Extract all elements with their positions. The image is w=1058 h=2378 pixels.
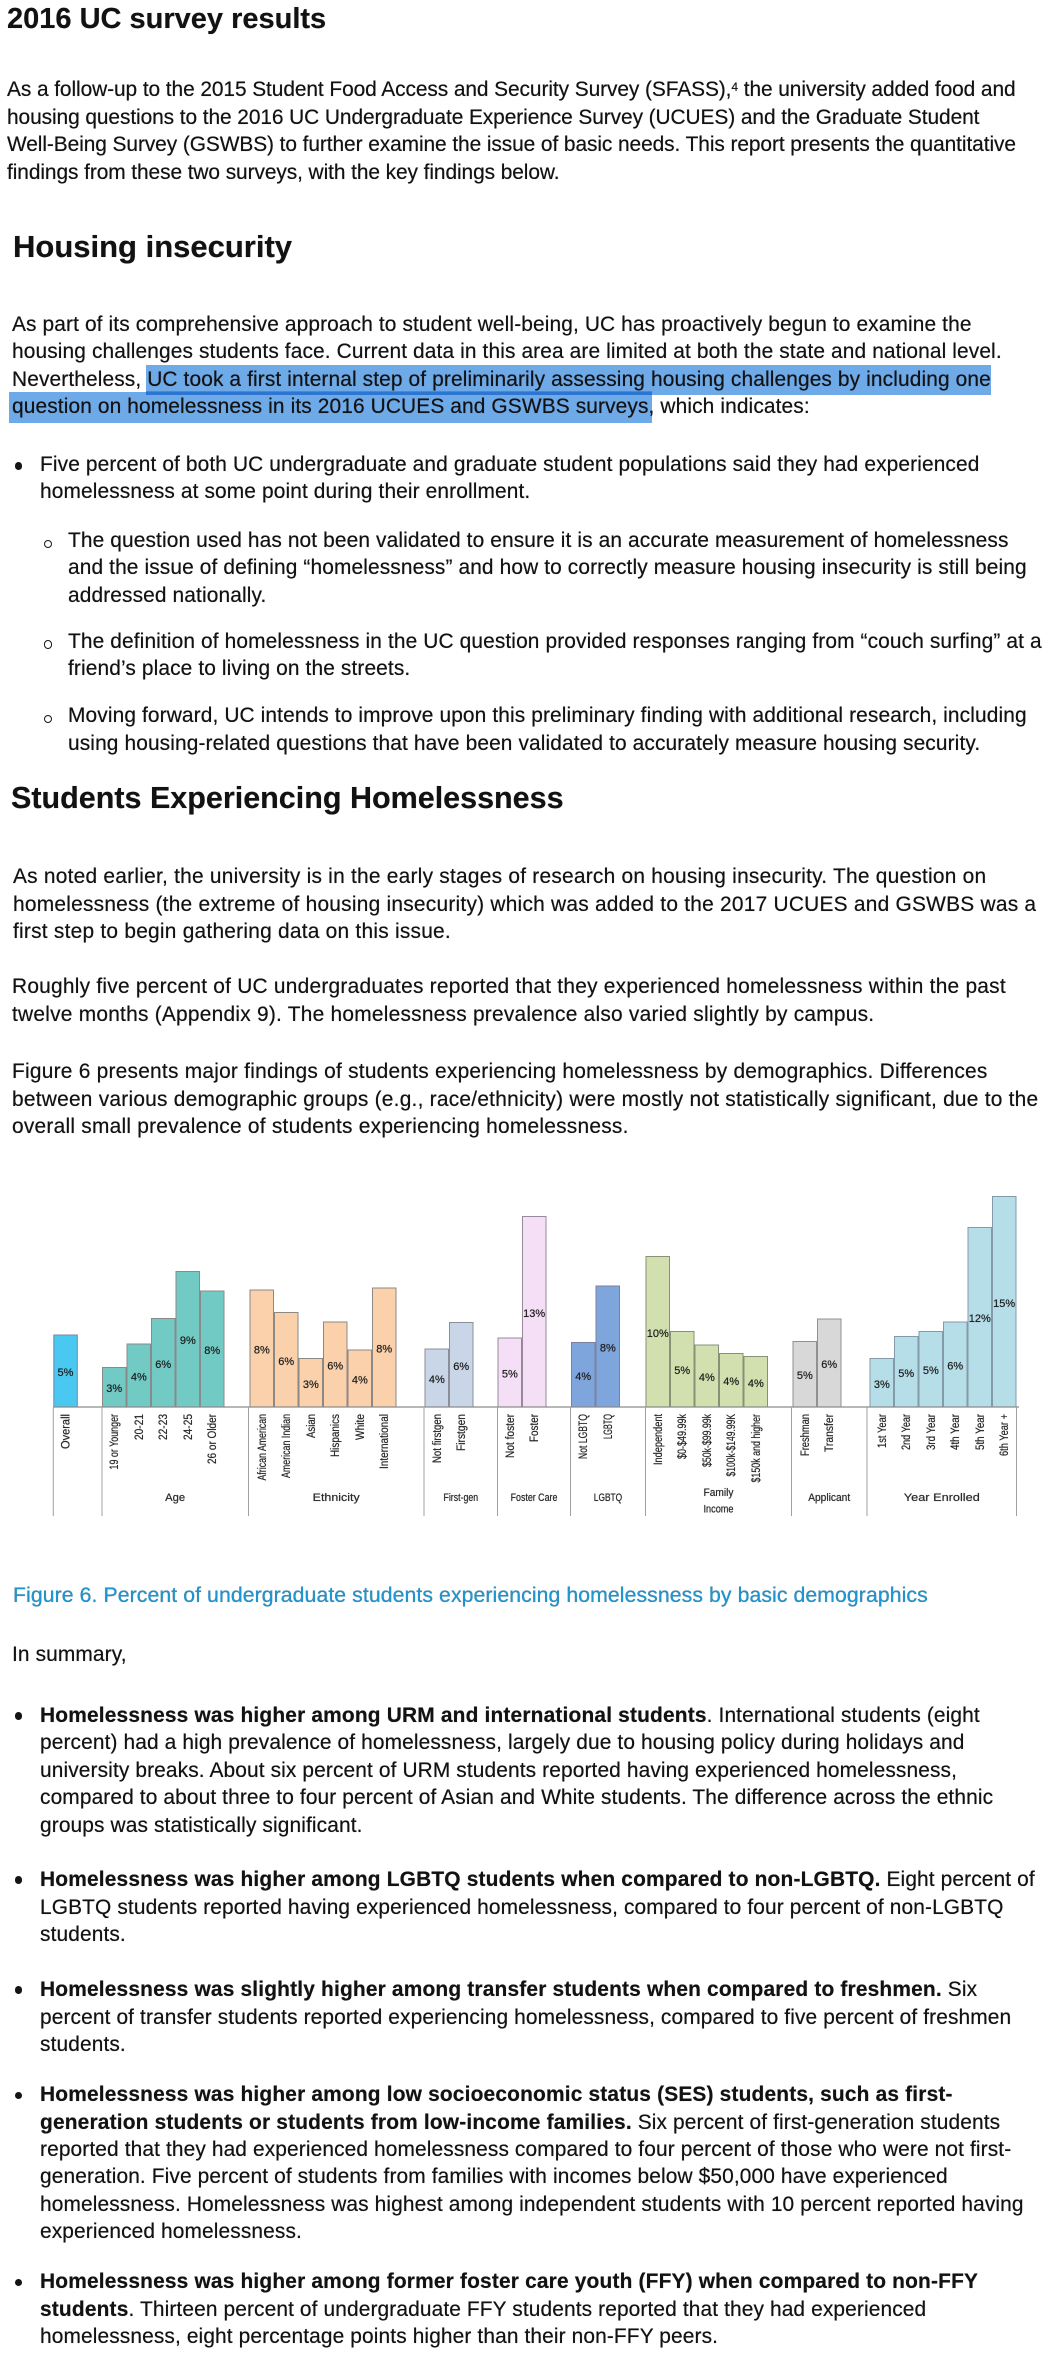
svg-text:15%: 15% [993,1298,1015,1310]
svg-text:6%: 6% [947,1361,963,1373]
svg-text:8%: 8% [600,1343,616,1355]
svg-text:Hispanics: Hispanics [330,1414,342,1457]
svg-text:5%: 5% [674,1365,690,1377]
svg-text:13%: 13% [523,1308,545,1320]
svg-text:African American: African American [257,1414,269,1481]
svg-text:6%: 6% [278,1356,294,1368]
svg-text:10%: 10% [647,1328,669,1340]
svg-text:8%: 8% [254,1345,270,1357]
svg-text:Age: Age [165,1492,185,1504]
svg-text:6th Year +: 6th Year + [999,1414,1011,1456]
svg-text:LGBTQ: LGBTQ [603,1414,615,1439]
svg-text:Foster Care: Foster Care [511,1492,558,1504]
svg-text:4%: 4% [723,1376,739,1388]
svg-text:9%: 9% [180,1335,196,1347]
svg-text:First-gen: First-gen [444,1492,479,1504]
svg-text:Applicant: Applicant [808,1492,850,1504]
svg-text:Not firstgen: Not firstgen [432,1414,444,1463]
svg-text:3%: 3% [874,1379,890,1391]
svg-text:6%: 6% [453,1361,469,1373]
svg-text:Year Enrolled: Year Enrolled [904,1492,980,1504]
svg-text:Independent: Independent [653,1413,665,1465]
svg-text:Firstgen: Firstgen [456,1414,468,1451]
svg-text:Not foster: Not foster [505,1414,517,1458]
svg-text:Overall: Overall [61,1414,73,1449]
svg-text:6%: 6% [821,1359,837,1371]
svg-text:5%: 5% [58,1367,74,1379]
svg-text:5%: 5% [898,1368,914,1380]
svg-text:White: White [355,1414,367,1440]
svg-text:20-21: 20-21 [134,1414,146,1440]
svg-text:6%: 6% [155,1359,171,1371]
svg-text:5%: 5% [502,1369,518,1381]
svg-text:LGBTQ: LGBTQ [594,1492,623,1504]
svg-text:19 or Younger: 19 or Younger [109,1414,121,1470]
svg-text:4%: 4% [575,1371,591,1383]
svg-text:Freshman: Freshman [800,1414,812,1456]
svg-text:Transfer: Transfer [824,1414,836,1452]
svg-text:4%: 4% [131,1372,147,1384]
svg-text:6%: 6% [327,1361,343,1373]
svg-text:Income: Income [704,1504,734,1516]
svg-text:$150k and higher: $150k and higher [751,1414,763,1483]
svg-text:International: International [379,1414,391,1469]
svg-text:3rd Year: 3rd Year [926,1414,938,1450]
svg-text:Not LGBTQ: Not LGBTQ [578,1414,590,1459]
svg-text:4%: 4% [429,1374,445,1386]
svg-text:4%: 4% [699,1372,715,1384]
svg-text:24-25: 24-25 [183,1414,195,1440]
svg-text:8%: 8% [204,1345,220,1357]
svg-text:5%: 5% [797,1370,813,1382]
svg-text:3%: 3% [106,1383,122,1395]
svg-text:Foster: Foster [529,1414,541,1442]
svg-text:$0-$49.99k: $0-$49.99k [677,1414,689,1459]
svg-text:$50k-$99.99k: $50k-$99.99k [702,1414,714,1467]
svg-text:26 or Older: 26 or Older [207,1414,219,1464]
svg-text:4th Year: 4th Year [950,1414,962,1450]
svg-text:$100k-$149.99K: $100k-$149.99K [726,1414,738,1477]
svg-text:1st Year: 1st Year [877,1414,889,1448]
svg-text:Family: Family [704,1487,734,1499]
svg-text:4%: 4% [352,1375,368,1387]
svg-text:Ethnicity: Ethnicity [313,1492,361,1504]
svg-text:American Indian: American Indian [281,1414,293,1478]
svg-text:4%: 4% [748,1378,764,1390]
svg-text:8%: 8% [376,1344,392,1356]
svg-text:3%: 3% [303,1379,319,1391]
svg-text:5th Year: 5th Year [975,1414,987,1450]
svg-text:22-23: 22-23 [158,1414,170,1440]
svg-text:5%: 5% [923,1365,939,1377]
svg-text:Asian: Asian [306,1414,318,1438]
svg-text:12%: 12% [969,1313,991,1325]
svg-text:2nd Year: 2nd Year [901,1414,913,1450]
